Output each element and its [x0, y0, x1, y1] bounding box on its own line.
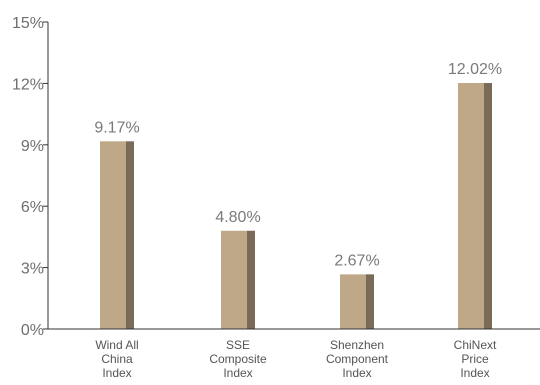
y-tick-label: 15%: [12, 15, 44, 32]
category-label: SSE Composite Index: [209, 338, 267, 380]
bar-face: [458, 82, 484, 330]
bar-side: [366, 274, 374, 329]
data-label: 12.02%: [448, 61, 502, 78]
y-axis-ticks: 0% 3% 6% 9% 12% 15%: [12, 15, 48, 339]
y-tick-label: 9%: [21, 138, 44, 155]
y-tick-label: 6%: [21, 199, 44, 216]
category-labels: Wind All China Index SSE Composite Index Shenz…: [95, 338, 497, 380]
bar-side: [247, 230, 255, 329]
data-labels: 9.17% 4.80% 2.67% 12.02%: [94, 61, 502, 269]
bar-face: [221, 230, 247, 329]
data-label: 9.17%: [94, 119, 139, 136]
y-tick-label: 3%: [21, 261, 44, 278]
bar-face: [100, 141, 126, 329]
bar: [221, 230, 255, 329]
bar-face: [340, 274, 366, 329]
bar: [100, 141, 134, 329]
category-label: Shenzhen Component Index: [326, 338, 389, 380]
category-label: ChiNext Price Index: [454, 338, 497, 380]
data-label: 4.80%: [215, 209, 260, 226]
bar: [340, 274, 374, 329]
data-label: 2.67%: [334, 252, 379, 269]
category-label: Wind All China Index: [95, 338, 138, 380]
bar: [458, 82, 492, 330]
bar-side: [126, 141, 134, 329]
y-tick-label: 0%: [21, 322, 44, 339]
y-tick-label: 12%: [12, 76, 44, 93]
bar-side: [484, 82, 492, 330]
bars: [100, 82, 492, 330]
